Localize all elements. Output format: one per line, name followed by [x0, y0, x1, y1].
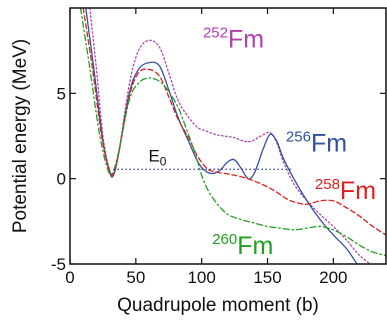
series-line-260fm: [79, 8, 386, 257]
axis-ticks: 0 50 100 150 200-505: [51, 8, 386, 287]
series-line-258fm: [82, 8, 386, 236]
y-tick-label: 0: [57, 170, 66, 189]
plot-frame: [69, 7, 387, 265]
x-axis-label: Quadrupole moment (b): [117, 295, 319, 316]
series-labels: E0 252Fm 256Fm 258Fm 260Fm: [148, 24, 376, 260]
y-axis-label: Potential energy (MeV): [10, 39, 31, 233]
y-tick-label: 5: [57, 84, 66, 103]
series-label-260fm: 260Fm: [212, 231, 273, 260]
x-tick-label: 50: [126, 268, 145, 287]
series-label-256fm: 256Fm: [286, 128, 347, 157]
series-label-258fm: 258Fm: [315, 176, 376, 205]
x-tick-label: 100: [187, 268, 215, 287]
y-tick-label: -5: [51, 255, 66, 274]
series-label-252fm: 252Fm: [203, 24, 264, 53]
x-tick-label: 150: [253, 268, 281, 287]
series-lines: [79, 8, 386, 264]
x-tick-label: 0: [65, 268, 74, 287]
x-tick-label: 200: [319, 268, 347, 287]
reference-label-e0: E0: [148, 146, 166, 168]
